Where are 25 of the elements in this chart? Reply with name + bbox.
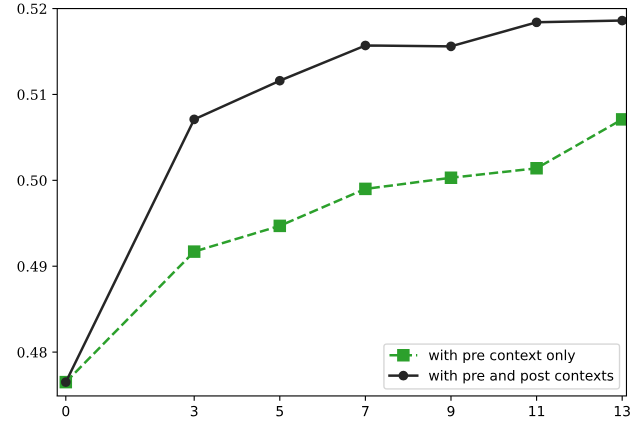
point (444, 172, 458, 184)
y-tick-label: 0.52 (18, 4, 46, 14)
point (274, 76, 285, 86)
x-tick-label: 13 (614, 406, 630, 416)
point (446, 41, 456, 52)
point (532, 17, 542, 28)
legend-label: with pre context only (428, 350, 576, 364)
x-tick-label: 7 (362, 406, 369, 416)
x-tick-label: 11 (529, 406, 544, 416)
point (274, 220, 286, 232)
x-tick-label: 5 (276, 406, 283, 416)
point (360, 40, 370, 50)
legend-label: with pre and post contexts (428, 370, 614, 384)
x-tick-label: 3 (190, 406, 198, 416)
y-tick-label: 0.49 (18, 261, 47, 272)
x-tick-label: 9 (447, 406, 454, 416)
y-tick-label: 0.50 (18, 175, 47, 186)
point (189, 114, 200, 124)
x-tick-label: 0 (62, 406, 70, 416)
point (617, 16, 626, 26)
point (359, 182, 372, 196)
point (188, 245, 200, 258)
point (530, 162, 543, 175)
y-tick-label: 0.51 (18, 89, 46, 100)
y-tick-label: 0.48 (18, 347, 47, 358)
